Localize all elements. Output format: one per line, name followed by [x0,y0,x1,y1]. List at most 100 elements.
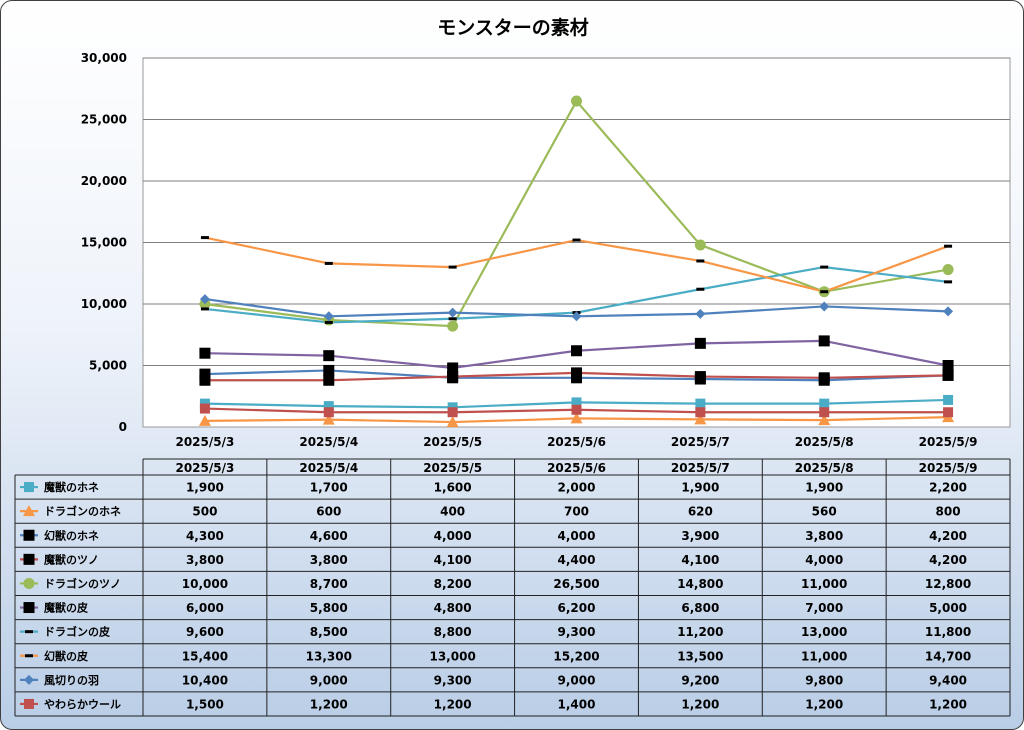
table-cell: 8,800 [434,625,472,639]
series-6-marker [571,345,582,357]
series-4-marker [323,374,335,386]
table-cell: 1,400 [558,697,596,711]
table-cell: 8,500 [310,625,348,639]
series-6-marker [818,335,830,347]
legend-key-marker [23,577,35,589]
table-cell: 1,200 [929,697,967,711]
series-6-marker [447,362,459,374]
series-7-marker [944,280,953,284]
x-tick-label: 2025/5/6 [547,435,606,449]
series-10-marker [571,404,582,415]
table-header-cell: 2025/5/5 [423,461,482,475]
series-name: 風切りの羽 [44,674,99,687]
table-cell: 26,500 [553,577,599,591]
x-tick-label: 2025/5/7 [671,435,730,449]
table-cell: 4,400 [558,553,596,567]
series-8-marker [572,238,581,242]
series-1-marker [323,401,334,412]
table-header-cell: 2025/5/4 [299,461,358,475]
series-1-marker [695,398,706,409]
table-cell: 4,100 [681,553,719,567]
table-cell: 4,000 [805,553,843,567]
series-2-marker [322,413,335,425]
table-cell: 1,200 [310,697,348,711]
x-tick-label: 2025/5/3 [175,435,234,449]
legend-key-marker [23,602,35,614]
series-name: 魔獣のホネ [44,480,99,494]
series-9-marker [199,294,210,305]
table-cell: 560 [812,505,837,519]
table-cell: 2,200 [929,481,967,495]
series-2-marker [446,416,459,428]
table-cell: 800 [936,505,961,519]
series-1-marker [819,398,830,409]
series-8-marker [944,244,953,248]
table-cell: 5,800 [310,601,348,615]
series-6-marker [323,350,335,362]
table-cell: 1,200 [805,697,843,711]
table-cell: 3,800 [310,553,348,567]
series-name: 幻獣の皮 [44,649,88,663]
table-cell: 1,900 [805,481,843,495]
y-tick-label: 0 [119,420,127,434]
table-cell: 500 [192,505,217,519]
series-name: ドラゴンのホネ [44,504,121,518]
series-2-marker [694,413,707,425]
series-9-marker [819,301,830,312]
series-9-marker [323,311,334,322]
table-cell: 4,200 [929,529,967,543]
series-name: ドラゴンのツノ [44,576,121,590]
table-cell: 9,000 [310,673,348,687]
series-4-marker [942,369,954,381]
table-cell: 700 [564,505,589,519]
table-cell: 3,900 [681,529,719,543]
series-10-marker [199,403,210,414]
y-tick-label: 30,000 [81,51,127,65]
series-7-marker [696,287,705,291]
series-10-marker [695,407,706,418]
table-cell: 8,700 [310,577,348,591]
data-table: 2025/5/3 2025/5/4 2025/5/5 2025/5/6 2025/5/7… [14,458,1011,717]
series-2-marker [818,414,831,426]
series-8-marker [448,265,457,269]
table-cell: 1,200 [681,697,719,711]
series-4-marker [447,371,459,383]
table-cell: 1,900 [681,481,719,495]
table-cell: 9,300 [558,625,596,639]
x-tick-label: 2025/5/8 [795,435,854,449]
table-cell: 9,200 [681,673,719,687]
series-10-marker [323,407,334,418]
table-cell: 11,000 [801,577,847,591]
table-cell: 10,000 [182,577,228,591]
series-name: やわらかウール [44,698,121,711]
legend-key-marker [25,654,33,658]
series-5-marker [694,239,706,251]
series-6-marker [694,337,706,349]
table-cell: 6,000 [186,601,224,615]
series-10-marker [819,407,830,418]
y-tick-label: 15,000 [81,236,127,250]
table-cell: 15,200 [553,649,599,663]
table-cell: 8,200 [434,577,472,591]
y-tick-label: 25,000 [81,113,127,127]
table-cell: 1,700 [310,481,348,495]
table-cell: 1,900 [186,481,224,495]
series-2-marker [570,412,583,424]
table-header-cell: 2025/5/7 [671,461,730,475]
series-6-marker [199,347,211,359]
table-cell: 6,800 [681,601,719,615]
series-name: 魔獣のツノ [44,552,99,566]
table-cell: 5,000 [929,601,967,615]
series-1-marker [571,397,582,408]
table-cell: 4,600 [310,529,348,543]
legend-key-marker [24,674,34,685]
table-cell: 3,800 [805,529,843,543]
series-5-marker [447,320,459,332]
y-axis: 0 5,000 10,000 15,000 20,000 25,000 30,000 [81,51,127,434]
table-cell: 1,500 [186,697,224,711]
series-name: 幻獣のホネ [44,528,99,542]
series-8-marker [324,261,333,265]
series-4-marker [694,371,706,383]
